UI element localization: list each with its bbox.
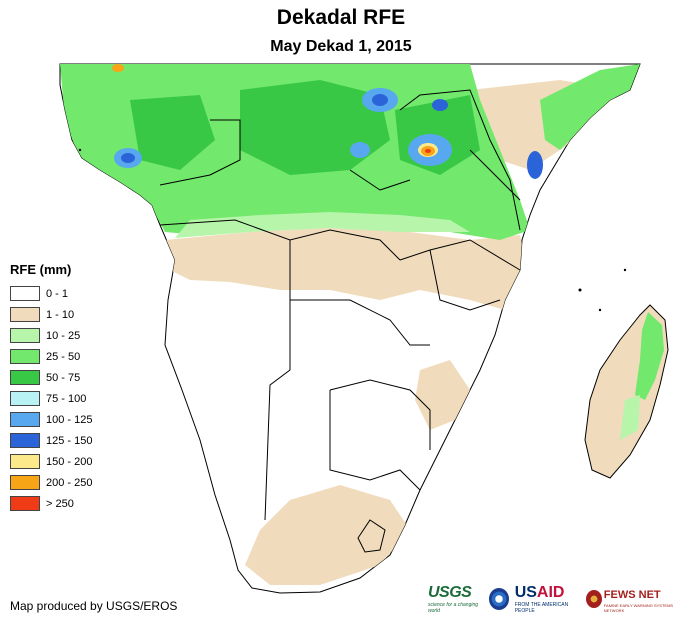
legend-item: 50 - 75	[10, 367, 92, 388]
island-b	[598, 308, 602, 312]
legend-swatch	[10, 370, 40, 385]
usaid-logo-tagline: FROM THE AMERICAN PEOPLE	[514, 602, 569, 614]
rain-zone-200-250-b	[112, 64, 124, 72]
legend-swatch	[10, 307, 40, 322]
fews-net-logo-word: FEWS NET	[603, 589, 661, 601]
legend-item: 150 - 200	[10, 451, 92, 472]
rain-zone-125-150-d	[432, 99, 448, 111]
rain-zone-1-10	[165, 228, 530, 310]
usaid-logo: USAID FROM THE AMERICAN PEOPLE	[515, 584, 580, 614]
legend-swatch	[10, 391, 40, 406]
map-subtitle: May Dekad 1, 2015	[270, 38, 412, 55]
legend-label: 75 - 100	[46, 392, 87, 405]
island-d	[78, 148, 82, 152]
legend-swatch	[10, 328, 40, 343]
legend-swatch	[10, 349, 40, 364]
rain-zone-50-75-b	[130, 95, 215, 170]
rain-zone-125-150-b	[372, 94, 388, 106]
madagascar-rain-10-25	[620, 395, 640, 440]
legend-label: 150 - 200	[46, 455, 93, 468]
legend-item: > 250	[10, 493, 92, 514]
legend-swatch	[10, 496, 40, 511]
rain-zone-100-125-d	[350, 142, 370, 158]
country-borders	[159, 89, 521, 553]
legend-swatch	[10, 412, 40, 427]
legend-label: 0 - 1	[46, 287, 69, 300]
legend-item: 125 - 150	[10, 430, 92, 451]
legend-item: 10 - 25	[10, 325, 92, 346]
usgs-logo-word: USGS	[428, 584, 472, 601]
island-c	[623, 268, 627, 272]
legend-item: 75 - 100	[10, 388, 92, 409]
legend-label: 10 - 25	[46, 329, 81, 342]
legend-swatch	[10, 475, 40, 490]
legend-item: 0 - 1	[10, 283, 92, 304]
legend: RFE (mm) 0 - 1 1 - 10 10 - 25 25 - 50 50 - 7…	[10, 262, 92, 514]
noaa-seal-icon	[489, 588, 509, 610]
legend-item: 1 - 10	[10, 304, 92, 325]
fews-net-logo: FEWS NET FAMINE EARLY WARNING SYSTEMS NE…	[585, 585, 682, 613]
usgs-logo: USGS science for a changing world	[428, 584, 483, 614]
rain-zone-125-150-c	[527, 151, 543, 179]
legend-label: 50 - 75	[46, 371, 81, 384]
rain-zone-over-250	[425, 149, 431, 153]
legend-label: 200 - 250	[46, 476, 93, 489]
rain-zone-10-25	[175, 212, 470, 238]
madagascar-rain-25-50	[635, 312, 664, 400]
legend-label: 1 - 10	[46, 308, 75, 321]
legend-label: 25 - 50	[46, 350, 81, 363]
legend-item: 200 - 250	[10, 472, 92, 493]
rain-zone-1-10-southeast	[415, 360, 470, 430]
legend-swatch	[10, 433, 40, 448]
rain-zone-1-10-south	[245, 485, 410, 585]
map-credit: Map produced by USGS/EROS	[10, 599, 178, 613]
usgs-logo-tagline: science for a changing world	[428, 602, 479, 614]
rain-zone-25-50-east	[540, 64, 640, 150]
legend-item: 25 - 50	[10, 346, 92, 367]
map-title: Dekadal RFE	[276, 6, 406, 29]
logo-strip: USGS science for a changing world USAID …	[428, 584, 682, 614]
rain-zone-125-150-a	[121, 153, 135, 163]
usaid-logo-word-a: US	[514, 584, 537, 601]
legend-label: 100 - 125	[46, 413, 93, 426]
legend-swatch	[10, 286, 40, 301]
fews-net-emblem-icon	[585, 590, 602, 608]
usaid-logo-word-b: AID	[536, 584, 565, 601]
legend-item: 100 - 125	[10, 409, 92, 430]
legend-title: RFE (mm)	[10, 262, 72, 277]
island-a	[578, 288, 582, 292]
legend-label: > 250	[46, 497, 74, 510]
fews-net-logo-tagline: FAMINE EARLY WARNING SYSTEMS NETWORK	[603, 603, 674, 613]
legend-swatch	[10, 454, 40, 469]
legend-label: 125 - 150	[46, 434, 93, 447]
